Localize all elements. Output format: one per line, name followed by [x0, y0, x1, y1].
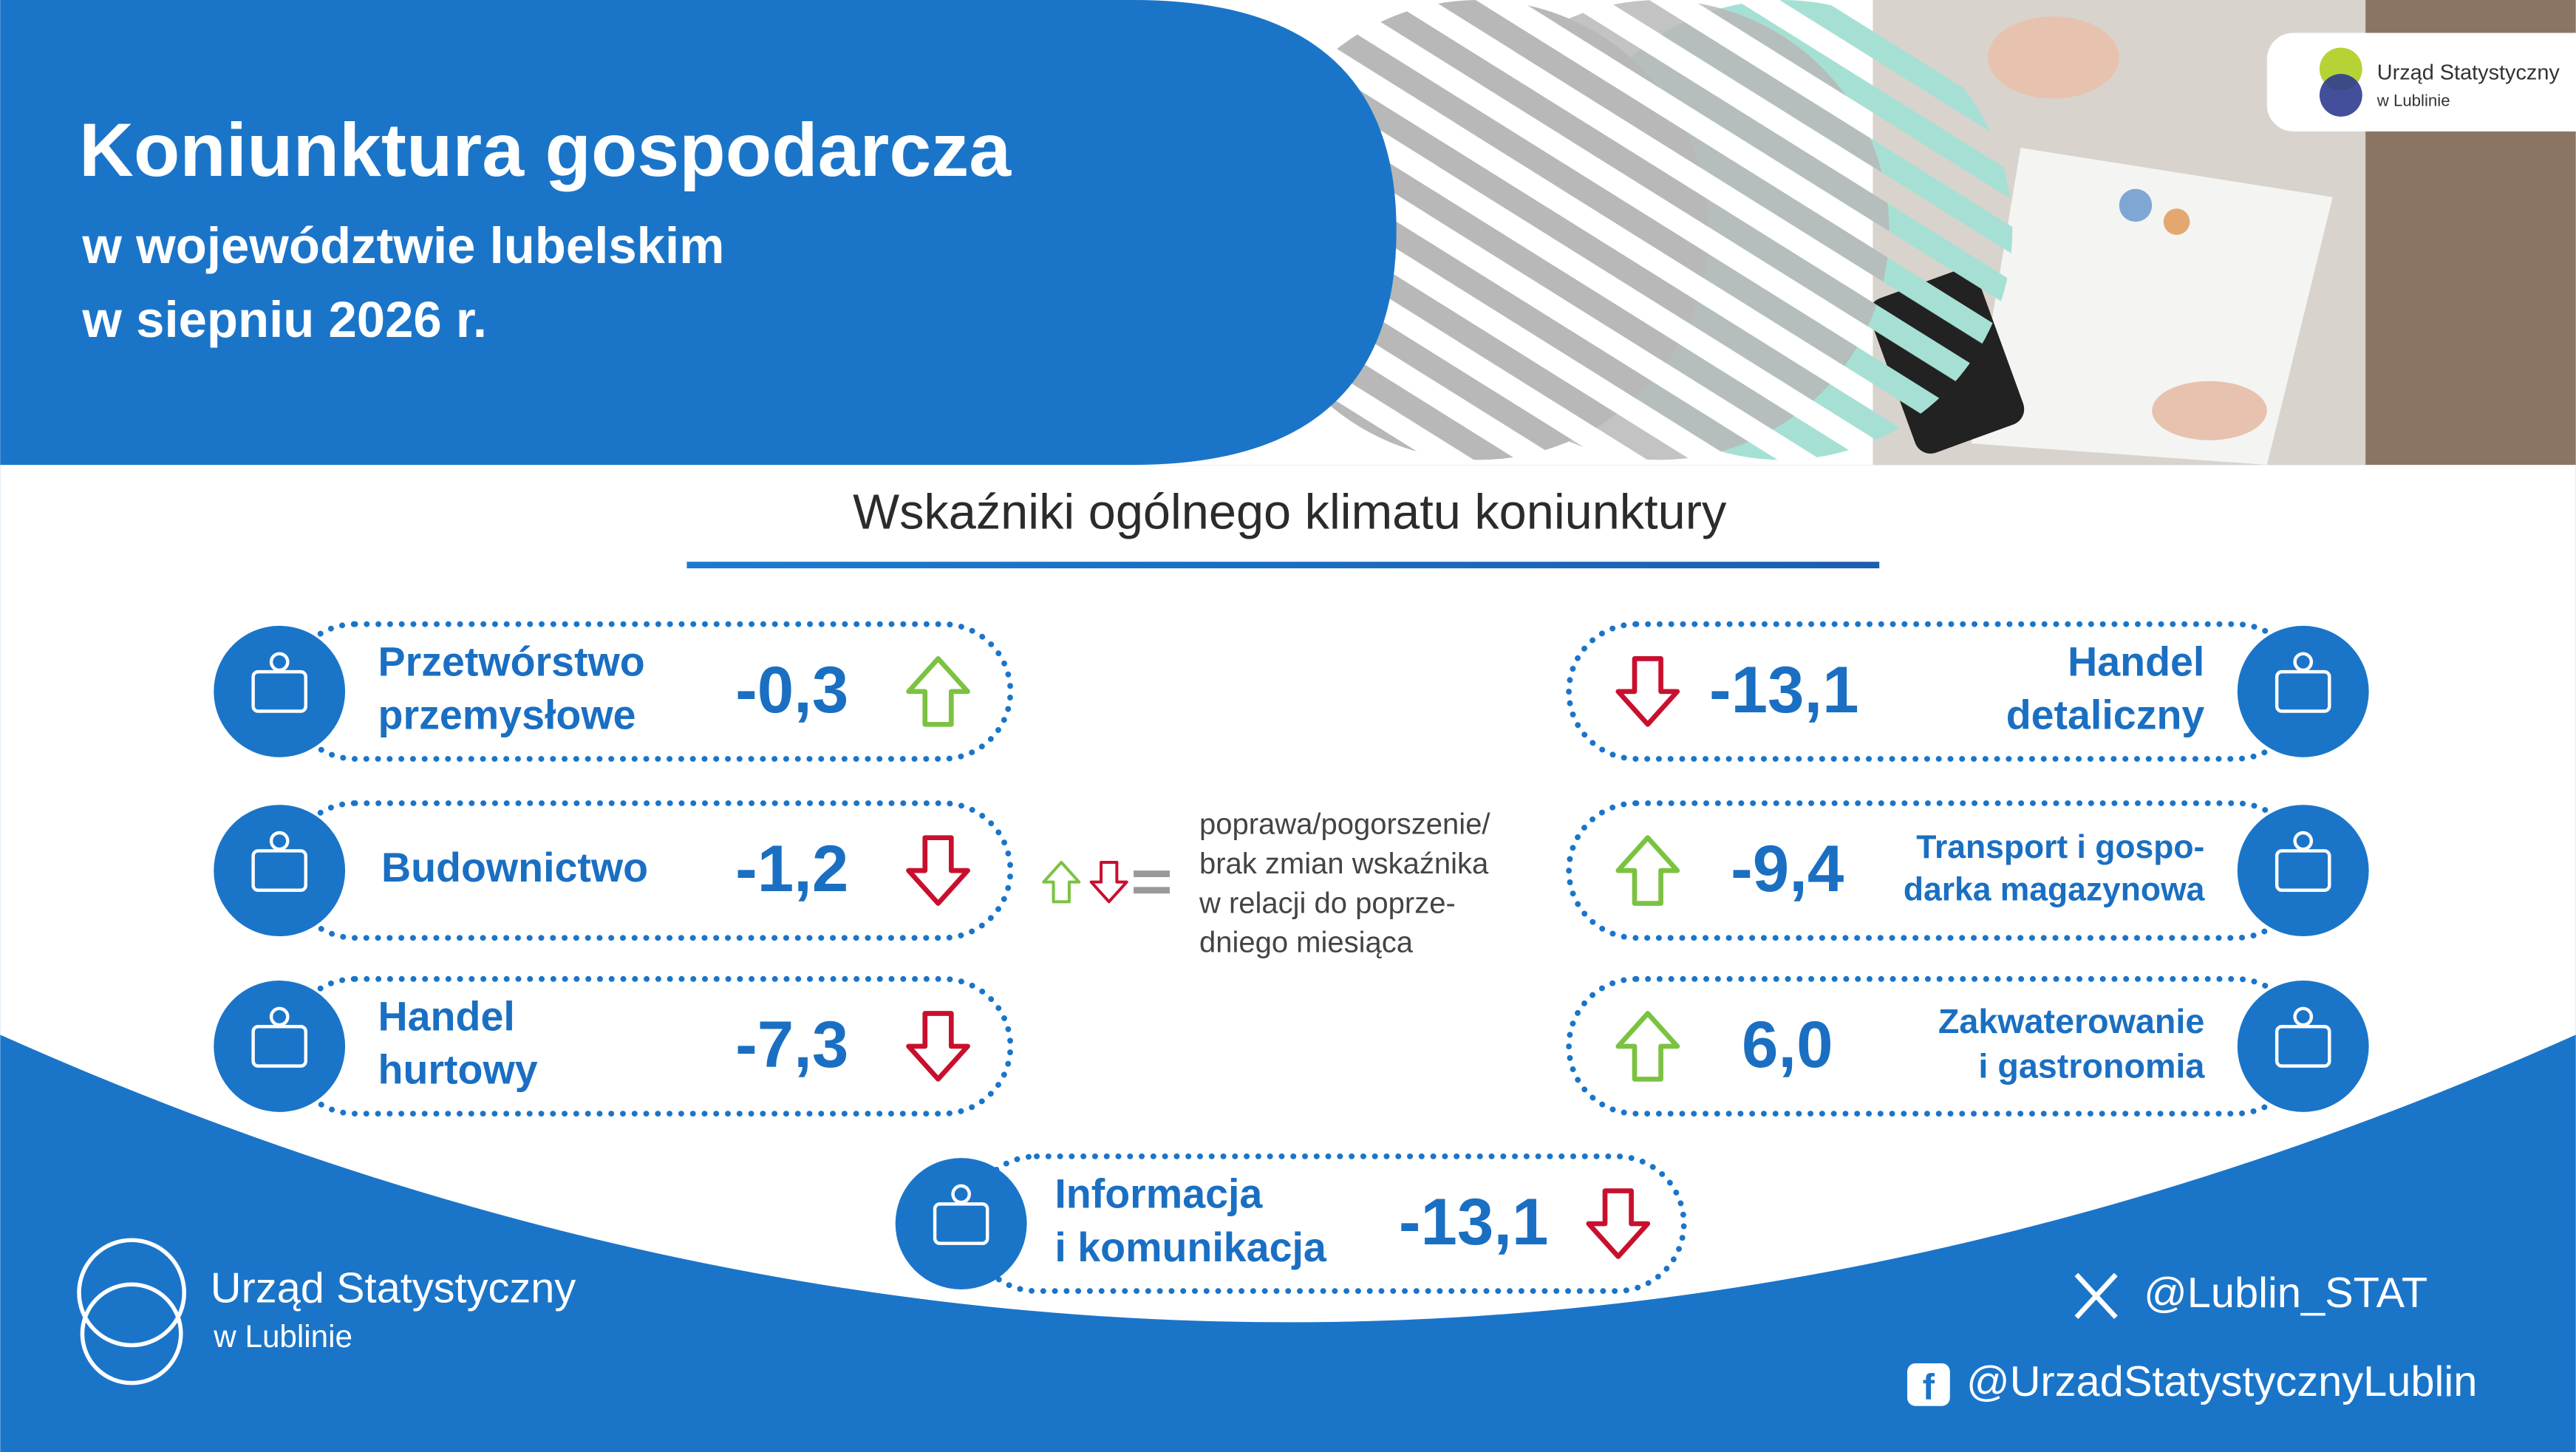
indicator-name: Informacja [1054, 1171, 1263, 1217]
indicators: Przetwórstwo przemysłowe -0,3 Budownictwo -1… [214, 621, 2369, 1295]
subtitle: w województwie lubelskim [81, 217, 724, 274]
section-title: Wskaźniki ogólnego klimatu koniunktury [853, 485, 1727, 540]
arrow-up [1615, 835, 1680, 906]
card-icon-glyph [269, 831, 290, 851]
card-icon [214, 981, 346, 1112]
indicator-value: -0,3 [735, 653, 848, 726]
indicator-name: i gastronomia [1978, 1047, 2205, 1085]
indicator-card: Transport i gospo-darka magazynowa -9,4 [1566, 800, 2369, 941]
card-outline [1566, 621, 2306, 762]
arrow-down [906, 1011, 970, 1082]
indicator-name: i komunikacja [1054, 1224, 1327, 1270]
card-icon [895, 1158, 1027, 1289]
arrow-down [1615, 656, 1680, 727]
indicator-name: Budownictwo [381, 845, 648, 890]
arrow-down [906, 835, 970, 906]
footer-logo-mark [77, 1238, 187, 1348]
indicator-card: Handel hurtowy -7,3 [214, 975, 1014, 1117]
card-icon-glyph [269, 652, 290, 672]
section-underline [686, 562, 1880, 569]
facebook-handle[interactable]: @UrzadStatystycznyLublin [1966, 1358, 2477, 1405]
card-icon [2237, 981, 2369, 1112]
card-icon-glyph [951, 1184, 971, 1204]
legend-text: brak zmian wskaźnika [1199, 848, 1489, 880]
indicator-name: Handel [378, 994, 515, 1040]
indicator-value: -9,4 [1731, 832, 1844, 905]
arrow-down [1089, 860, 1128, 904]
indicator-card: Budownictwo -1,2 [214, 800, 1014, 941]
footer-logo-mark [80, 1282, 183, 1385]
card-icon-glyph [2293, 652, 2314, 672]
card-icon [214, 625, 346, 757]
top-logo-sub: w Lublinie [2376, 92, 2450, 110]
footer-logo-name: Urząd Statystyczny [211, 1264, 576, 1312]
equals-sign [1134, 887, 1170, 894]
indicator-name: Zakwaterowanie [1938, 1002, 2204, 1040]
x-icon [2074, 1272, 2118, 1319]
legend: poprawa/pogorszenie/brak zmian wskaźnika… [1042, 808, 1490, 959]
card-icon-glyph [2293, 831, 2314, 851]
indicator-value: -13,1 [1399, 1185, 1549, 1258]
indicator-value: 6,0 [1742, 1008, 1833, 1081]
indicator-name: hurtowy [378, 1047, 538, 1093]
arrow-up [1042, 860, 1081, 904]
indicator-card: Informacja i komunikacja -13,1 [895, 1153, 1687, 1295]
indicator-value: -1,2 [735, 832, 848, 905]
twitter-handle[interactable]: @Lublin_STAT [2144, 1269, 2427, 1317]
card-icon [214, 805, 346, 937]
indicator-card: Handel detaliczny -13,1 [1566, 621, 2369, 762]
arrow-down [1586, 1188, 1651, 1259]
indicator-name: przemysłowe [378, 692, 636, 738]
card-icon [2237, 805, 2369, 937]
indicator-value: -7,3 [735, 1008, 848, 1081]
indicator-name: Transport i gospo- [1916, 829, 2204, 865]
card-outline [1566, 800, 2306, 941]
indicator-name: Handel [2068, 638, 2204, 684]
indicator-name: darka magazynowa [1904, 872, 2205, 908]
equals-sign [1134, 870, 1170, 878]
top-logo-name: Urząd Statystyczny [2377, 61, 2560, 85]
indicator-name: Przetwórstwo [378, 638, 645, 684]
indicator-name: detaliczny [2006, 692, 2205, 738]
indicator-card: Przetwórstwo przemysłowe -0,3 [214, 621, 1014, 762]
card-icon [2237, 625, 2369, 757]
subtitle: w siepniu 2026 r. [81, 291, 487, 348]
header-band [0, 0, 1397, 466]
legend-text: w relacji do poprze- [1199, 887, 1456, 919]
indicator-card: Zakwaterowanie i gastronomia 6,0 [1566, 975, 2369, 1117]
arrow-up [1615, 1011, 1680, 1082]
card-icon-glyph [2293, 1006, 2314, 1027]
indicator-value: -13,1 [1709, 653, 1859, 726]
card-outline [966, 1153, 1687, 1295]
facebook-icon [1907, 1363, 1950, 1406]
facebook-icon-letter: f [1923, 1367, 1935, 1407]
title: Koniunktura gospodarcza [79, 107, 1012, 192]
legend-text: dniego miesiąca [1199, 927, 1414, 959]
footer-logo-sub: w Lublinie [213, 1319, 352, 1354]
arrow-up [906, 656, 970, 727]
card-icon-glyph [269, 1006, 290, 1027]
legend-text: poprawa/pogorszenie/ [1199, 808, 1490, 841]
top-logo-mark [2319, 74, 2362, 117]
card-outline [1566, 975, 2306, 1117]
